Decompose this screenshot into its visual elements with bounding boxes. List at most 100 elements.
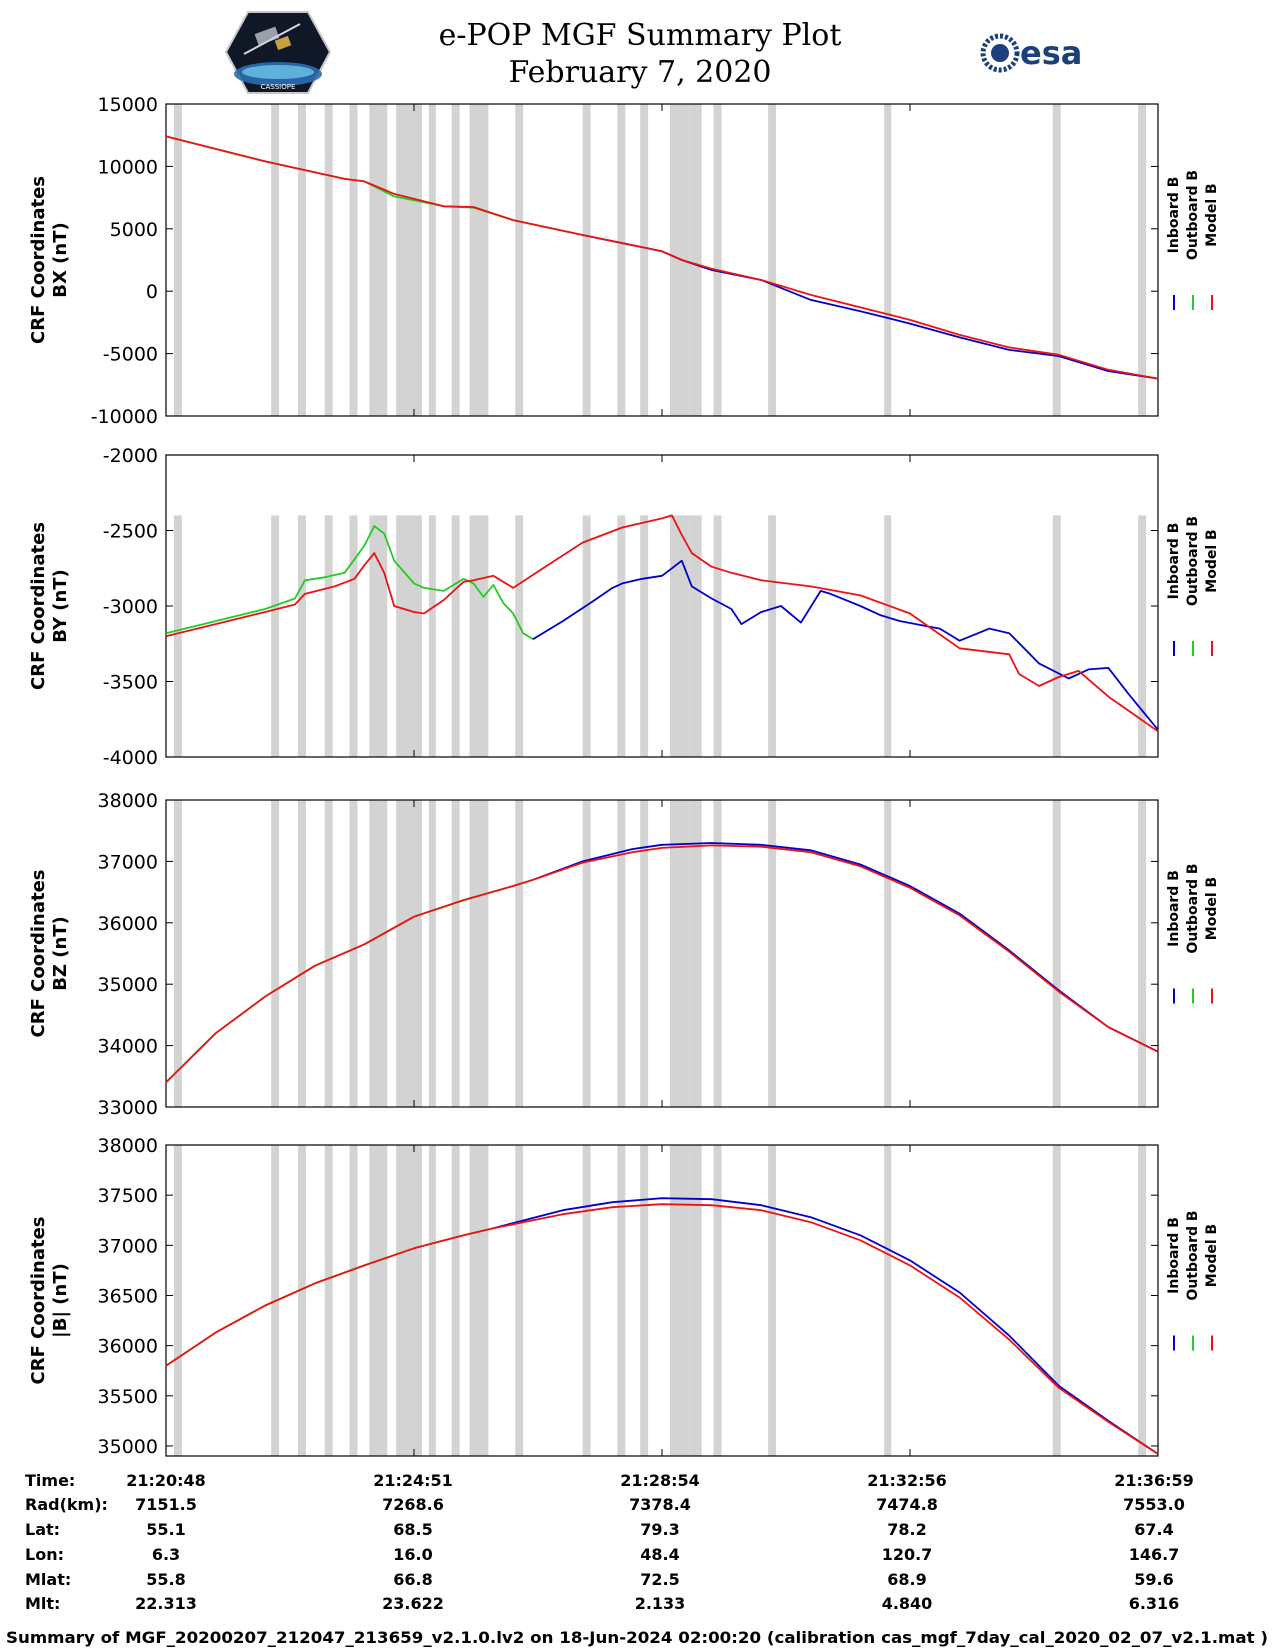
axes-frame [165, 454, 1159, 758]
series-line-inboard [532, 842, 1159, 1053]
panel: 38000 37000 36000 35000 34000 33000 CRF Coordi… [28, 790, 1220, 1119]
plot-title: e-POP MGF Summary Plot [439, 18, 842, 53]
data-gap-band [1138, 1145, 1147, 1456]
series-line-inboard [582, 234, 1159, 380]
y-axis-label-line2: BZ (nT) [50, 916, 71, 991]
data-gap-band [271, 104, 280, 416]
orbit-cell: 21:20:48 [126, 1471, 206, 1490]
y-tick-label: 5000 [110, 219, 158, 241]
data-gap-band [640, 515, 649, 757]
orbit-cell: 72.5 [640, 1570, 679, 1589]
data-gap-band [768, 515, 777, 757]
orbit-row-label: Lat: [25, 1520, 60, 1539]
orbit-column: 21:24:51 7268.6 68.5 16.0 66.8 23.622 [373, 1471, 453, 1613]
orbit-cell: 78.2 [887, 1520, 926, 1539]
cassiope-logo: CASSIOPE [224, 11, 332, 94]
y-axis-label-line1: CRF Coordinates [28, 870, 49, 1038]
data-gap-band [582, 104, 591, 416]
data-gap-band [515, 800, 524, 1107]
data-gap-band [768, 104, 777, 416]
data-gap-band [515, 104, 524, 416]
orbit-cell: 22.313 [135, 1594, 197, 1613]
orbit-column: 21:36:59 7553.0 67.4 146.7 59.6 6.316 [1114, 1471, 1194, 1613]
data-gap-band [713, 104, 722, 416]
legend-label: Outboard B [1185, 170, 1201, 260]
orbit-column: 21:20:48 7151.5 55.1 6.3 55.8 22.313 [126, 1471, 206, 1613]
data-gap-band [297, 1145, 306, 1456]
data-gap-band [451, 800, 460, 1107]
orbit-cell: 7151.5 [135, 1495, 197, 1514]
y-axis-label-line1: CRF Coordinates [28, 176, 49, 344]
data-gap-band [451, 104, 460, 416]
axes-frame [165, 1144, 1159, 1457]
y-tick-label: 15000 [98, 94, 158, 116]
data-gap-band [324, 104, 333, 416]
orbit-cell: 48.4 [640, 1545, 679, 1564]
data-gap-band [1052, 515, 1061, 757]
data-gap-band [640, 1145, 649, 1456]
y-tick-label: 37000 [98, 851, 158, 873]
orbit-cell: 6.3 [152, 1545, 180, 1564]
data-gap-band [689, 1145, 702, 1456]
data-gap-band [669, 800, 690, 1107]
series-line-outboard [165, 525, 534, 640]
data-gap-band [1052, 800, 1061, 1107]
y-axis-label-line2: BX (nT) [50, 222, 71, 297]
panels: 15000 10000 5000 0 -5000 -10000 CRF Coordinate… [28, 94, 1220, 1458]
legend: Inboard B Outboard B Model B [1166, 170, 1220, 310]
legend-label: Model B [1204, 529, 1220, 592]
data-gap-band [297, 515, 306, 757]
y-tick-label: 36000 [98, 1336, 158, 1358]
orbit-cell: 59.6 [1134, 1570, 1173, 1589]
data-gap-band [297, 800, 306, 1107]
orbit-cell: 4.840 [882, 1594, 933, 1613]
data-gap-band [324, 515, 333, 757]
y-tick-label: -3500 [103, 672, 158, 694]
y-tick-label: -4000 [103, 747, 158, 769]
y-axis-label-line2: |B| (nT) [50, 1263, 71, 1338]
data-gap-band [349, 800, 358, 1107]
orbit-cell: 146.7 [1129, 1545, 1180, 1564]
data-gap-band [768, 1145, 777, 1456]
data-gap-band [640, 104, 649, 416]
orbit-cell: 16.0 [393, 1545, 432, 1564]
data-gap-band [396, 515, 422, 757]
legend: Inboard B Outboard B Model B [1166, 516, 1220, 656]
legend-label: Outboard B [1185, 516, 1201, 606]
y-tick-label: -2500 [103, 521, 158, 543]
legend-label: Outboard B [1185, 1210, 1201, 1300]
series-line-inboard [493, 1197, 1159, 1455]
y-tick-label: 37000 [98, 1235, 158, 1257]
data-gap-band [1052, 1145, 1061, 1456]
series-line-model [165, 1203, 1159, 1455]
data-gap-band [451, 1145, 460, 1456]
data-gap-band [884, 515, 892, 757]
data-gap-band [617, 1145, 626, 1456]
data-gap-band [515, 515, 524, 757]
orbit-cell: 7474.8 [876, 1495, 938, 1514]
orbit-cell: 23.622 [382, 1594, 444, 1613]
series-line-model [165, 514, 1159, 733]
data-gap-band [469, 1145, 489, 1456]
y-tick-label: 35000 [98, 1436, 158, 1458]
legend: Inboard B Outboard B Model B [1166, 863, 1220, 1004]
orbit-row-label: Mlt: [25, 1594, 60, 1613]
data-gap-band [173, 800, 182, 1107]
data-gap-band [428, 1145, 436, 1456]
y-tick-label: -5000 [103, 344, 158, 366]
data-gap-band [349, 1145, 358, 1456]
orbit-cell: 55.8 [146, 1570, 185, 1589]
data-gap-band [396, 1145, 422, 1456]
series-line-model [165, 135, 1159, 380]
data-gap-band [689, 104, 702, 416]
data-gap-band [713, 515, 722, 757]
legend: Inboard B Outboard B Model B [1166, 1210, 1220, 1351]
data-gap-band [396, 104, 422, 416]
y-axis-label-line1: CRF Coordinates [28, 1217, 49, 1385]
data-gap-band [469, 800, 489, 1107]
y-tick-label: 38000 [98, 790, 158, 812]
data-gap-band [640, 800, 649, 1107]
legend-label: Outboard B [1185, 863, 1201, 953]
orbit-cell: 2.133 [635, 1594, 686, 1613]
panel: -2000 -2500 -3000 -3500 -4000 CRF Coordinates… [28, 445, 1220, 769]
